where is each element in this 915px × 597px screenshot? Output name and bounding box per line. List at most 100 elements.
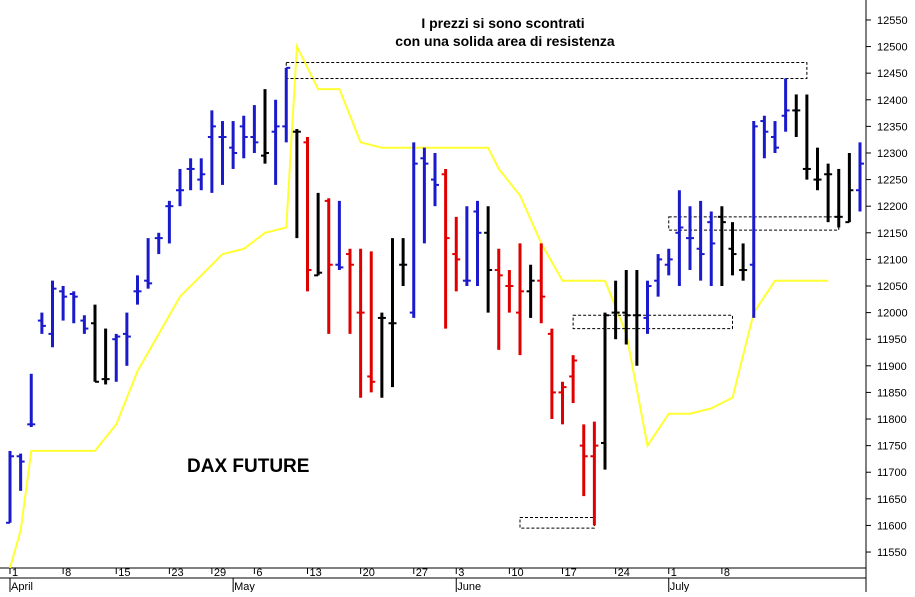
ohlc-bar xyxy=(271,99,280,185)
ohlc-bar xyxy=(250,105,259,153)
ohlc-bar xyxy=(516,243,524,356)
y-tick-label: 11800 xyxy=(877,414,907,426)
ohlc-bar xyxy=(643,280,652,334)
ohlc-bar xyxy=(176,168,184,207)
month-label: June xyxy=(457,581,481,592)
ohlc-bar xyxy=(314,192,323,277)
ohlc-bar xyxy=(675,190,684,286)
x-tick-label: 6 xyxy=(256,567,262,579)
y-tick-label: 12100 xyxy=(877,254,908,266)
ohlc-bar xyxy=(834,168,843,228)
ohlc-bar xyxy=(197,158,206,191)
y-tick-label: 11550 xyxy=(877,547,907,559)
ohlc-bar xyxy=(537,243,546,324)
ohlc-bar xyxy=(558,381,567,425)
y-tick-label: 11700 xyxy=(877,467,907,479)
month-label: April xyxy=(11,581,33,592)
ohlc-bar xyxy=(728,222,737,276)
ohlc-bar xyxy=(101,328,110,385)
ohlc-bar xyxy=(292,129,301,239)
x-tick-label: 8 xyxy=(65,567,71,579)
y-tick-label: 12150 xyxy=(877,228,908,240)
ohlc-bar xyxy=(186,158,195,191)
x-tick-label: 1 xyxy=(671,567,677,579)
y-tick-label: 11750 xyxy=(877,441,907,453)
y-tick-label: 11900 xyxy=(877,361,907,373)
ohlc-bar xyxy=(739,243,748,281)
y-tick-label: 12350 xyxy=(877,121,908,133)
ohlc-bar xyxy=(112,333,121,382)
ohlc-bar xyxy=(802,94,811,180)
ohlc-bar xyxy=(335,200,344,271)
ohlc-bar xyxy=(632,270,641,366)
ohlc-bar xyxy=(792,94,801,138)
y-tick-label: 12050 xyxy=(877,281,908,293)
ohlc-bar xyxy=(303,137,312,292)
ohlc-bar xyxy=(154,232,163,255)
ohlc-bar xyxy=(473,200,482,286)
x-tick-label: 3 xyxy=(458,567,464,579)
ohlc-bar xyxy=(229,121,238,169)
ohlc-bar xyxy=(346,248,354,334)
ohlc-bar xyxy=(69,291,78,324)
ohlc-bar xyxy=(431,152,439,207)
y-tick-label: 12450 xyxy=(877,68,908,80)
ohlc-bar xyxy=(824,163,833,223)
ohlc-bar xyxy=(27,373,36,427)
ohlc-bar xyxy=(399,238,408,286)
y-tick-label: 11950 xyxy=(877,334,907,346)
month-label: July xyxy=(670,581,690,592)
ohlc-bar xyxy=(696,200,705,281)
ohlc-bar xyxy=(505,270,514,313)
ohlc-bar xyxy=(239,115,248,159)
ohlc-bar xyxy=(207,110,216,193)
ohlc-bar xyxy=(165,200,174,244)
ohlc-bar xyxy=(749,121,758,318)
ohlc-bar xyxy=(462,206,471,286)
ohlc-bar xyxy=(48,280,57,348)
ohlc-bar xyxy=(494,248,503,350)
y-tick-label: 12250 xyxy=(877,175,908,187)
x-tick-label: 27 xyxy=(416,567,428,579)
ohlc-bar xyxy=(579,424,588,497)
ohlc-bar xyxy=(409,142,418,318)
x-tick-label: 24 xyxy=(618,567,630,579)
ohlc-bar xyxy=(569,355,578,404)
ohlc-bar xyxy=(771,121,779,153)
x-tick-label: 13 xyxy=(310,567,322,579)
y-tick-label: 12500 xyxy=(877,42,908,54)
ohlc-bar xyxy=(452,216,461,292)
ohlc-bar xyxy=(813,147,822,191)
ohlc-bar xyxy=(622,270,631,345)
y-tick-label: 12550 xyxy=(877,15,908,27)
x-tick-label: 20 xyxy=(363,567,375,579)
ohlc-bar xyxy=(760,115,769,159)
ohlc-bar xyxy=(601,312,609,470)
ohlc-bar xyxy=(664,248,673,276)
ohlc-bar xyxy=(324,198,333,334)
ohlc-bar xyxy=(484,206,493,313)
x-tick-label: 1 xyxy=(12,567,18,579)
month-label: May xyxy=(234,581,255,592)
ohlc-bar xyxy=(282,66,291,143)
ohlc-bar xyxy=(91,304,99,383)
trailing-stop-line xyxy=(9,42,829,569)
ohlc-bar xyxy=(717,206,726,286)
ohlc-bar xyxy=(686,206,694,271)
ohlc-bar xyxy=(144,238,153,289)
ohlc-bar xyxy=(218,121,227,185)
y-tick-label: 11600 xyxy=(877,520,907,532)
ohlc-bar xyxy=(16,453,25,491)
ohlc-bar xyxy=(781,78,790,132)
ohlc-bar xyxy=(856,142,864,212)
ohlc-bar xyxy=(388,238,397,388)
x-tick-label: 29 xyxy=(214,567,226,579)
ohlc-bar xyxy=(367,251,376,393)
y-tick-label: 11650 xyxy=(877,494,907,506)
x-tick-label: 23 xyxy=(171,567,183,579)
ohlc-bar xyxy=(845,152,854,224)
ohlc-bar xyxy=(526,264,535,318)
y-tick-label: 12400 xyxy=(877,95,908,107)
y-tick-label: 12000 xyxy=(877,308,908,320)
